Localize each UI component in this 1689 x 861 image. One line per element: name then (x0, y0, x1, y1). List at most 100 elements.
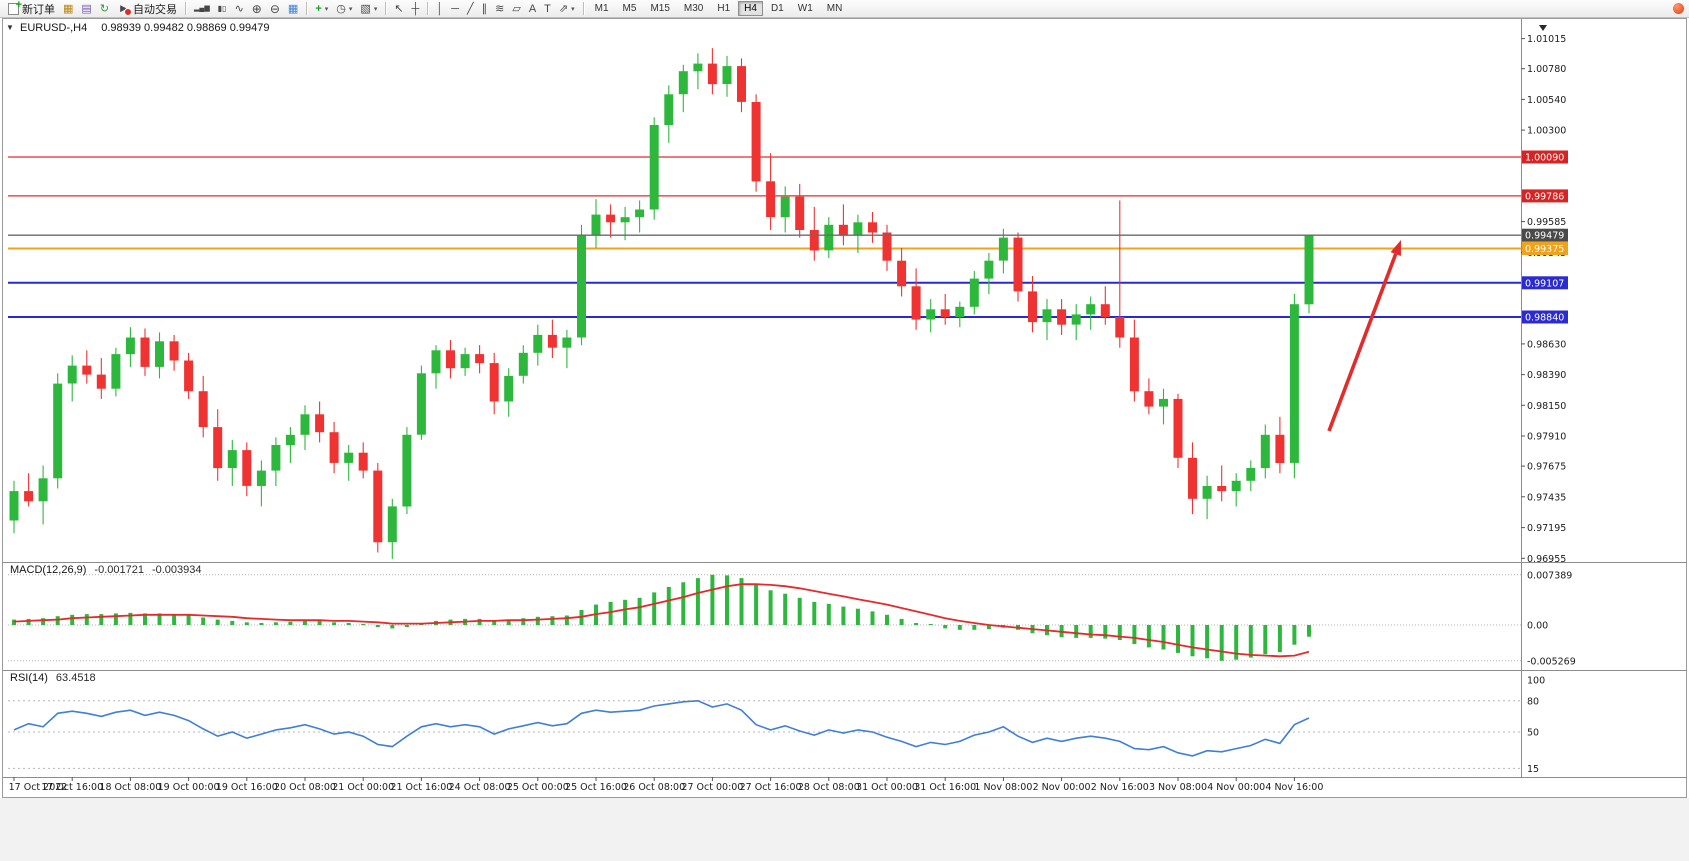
toolbar-separator (306, 2, 308, 15)
timeframe-m1-button[interactable]: M1 (594, 3, 609, 14)
candle (635, 209, 645, 218)
candle (271, 445, 281, 471)
candle (707, 63, 717, 85)
candle (518, 352, 528, 376)
price-axis[interactable]: 1.01015 1.00780 1.00540 1.00300 0.99585 0.993… (1521, 34, 1568, 565)
timeframe-m5-button[interactable]: M5 (622, 3, 637, 14)
shapes-button[interactable]: ▱ (509, 1, 523, 17)
svg-text:1.00090: 1.00090 (1525, 153, 1564, 164)
timeframe-d1-button[interactable]: D1 (770, 3, 784, 14)
candles-layer[interactable] (9, 48, 1314, 559)
text-button[interactable]: A (526, 1, 539, 17)
svg-text:20 Oct 08:00: 20 Oct 08:00 (274, 782, 336, 793)
bar-chart-button[interactable]: ▂▄▆ (191, 1, 213, 17)
fibonacci-button[interactable]: ≋ (492, 1, 507, 17)
candlestick-chart-icon: ▮▯ (217, 3, 227, 13)
candle (722, 66, 732, 84)
candle (1071, 314, 1081, 325)
one-click-trading-button[interactable]: ▼ (6, 23, 14, 32)
price-badge (1522, 276, 1568, 290)
candle (1115, 317, 1125, 338)
indicators-button[interactable]: + ▾ (312, 1, 331, 17)
candle (24, 491, 34, 502)
candle (969, 278, 979, 307)
rsi-line (13, 699, 1310, 757)
templates-icon: ▧ (360, 2, 371, 15)
trendline-icon: ╱ (467, 2, 474, 15)
toolbar-separator (427, 2, 429, 15)
line-chart-button[interactable]: ∿ (232, 1, 247, 17)
arrows-button[interactable]: ⇗ ▾ (556, 1, 578, 17)
candle (926, 309, 936, 320)
macd-main-value: -0.001721 (94, 564, 144, 576)
horizontal-lines[interactable] (8, 156, 1521, 318)
timeframe-m15-button[interactable]: M15 (650, 3, 670, 14)
crosshair-button[interactable]: ┼ (409, 1, 423, 17)
zoom-in-button[interactable]: ⊕ (249, 1, 265, 17)
timeframe-m30-button[interactable]: M30 (683, 3, 704, 14)
autotrading-button[interactable]: ▶ 自动交易 (114, 1, 180, 17)
svg-text:31 Oct 16:00: 31 Oct 16:00 (914, 782, 976, 793)
candle (111, 354, 121, 389)
candle (460, 354, 470, 369)
tile-windows-button[interactable]: ▦ (285, 1, 301, 17)
channel-icon: ∥ (481, 2, 488, 15)
candle (9, 491, 19, 521)
new-chart-button[interactable]: ▦ (60, 1, 76, 17)
candle (387, 506, 397, 543)
svg-text:27 Oct 16:00: 27 Oct 16:00 (740, 782, 802, 793)
periods-button[interactable]: ◷ ▾ (333, 1, 355, 17)
timeframe-w1-button[interactable]: W1 (797, 3, 813, 14)
scroll-marker-icon[interactable] (1539, 25, 1547, 31)
horizontal-line-button[interactable]: ─ (448, 1, 462, 17)
profiles-button[interactable]: ▤ (78, 1, 94, 17)
price-badge (1522, 150, 1568, 164)
candle (82, 365, 92, 375)
templates-button[interactable]: ▧ ▾ (357, 1, 380, 17)
candle (227, 450, 237, 468)
ohlc-values: 0.98939 0.99482 0.98869 0.99479 (101, 22, 270, 34)
candle (431, 350, 441, 374)
candle (606, 214, 616, 223)
refresh-button[interactable]: ↻ (97, 1, 112, 17)
candle (1275, 434, 1285, 463)
channel-button[interactable]: ∥ (479, 1, 491, 17)
refresh-icon: ↻ (99, 2, 110, 15)
crosshair-icon: ┼ (411, 2, 420, 15)
cursor-button[interactable]: ↖ (391, 1, 406, 17)
candle (577, 235, 586, 338)
vertical-line-icon: │ (436, 2, 444, 15)
svg-text:0.99786: 0.99786 (1525, 191, 1564, 202)
timeframe-mn-button[interactable]: MN (826, 3, 843, 14)
toolbar: 新订单▦▤↻▶自动交易▂▄▆▮▯∿⊕⊖▦+▾◷▾▧▾↖┼│─╱∥≋▱AT⇗▾M1… (0, 0, 1689, 18)
candle (140, 337, 150, 367)
candle (344, 452, 354, 463)
svg-text:3 Nov 08:00: 3 Nov 08:00 (1149, 782, 1207, 793)
candlestick-chart-button[interactable]: ▮▯ (215, 1, 230, 17)
new-order-button[interactable]: 新订单 (5, 0, 58, 17)
chart-background[interactable] (0, 18, 1689, 798)
timeframe-h1-button[interactable]: H1 (717, 3, 731, 14)
symbol-period-label: EURUSD-,H4 (20, 22, 88, 34)
trend-arrow[interactable] (1327, 240, 1401, 432)
candle (489, 363, 499, 402)
timeframe-h4-button[interactable]: H4 (738, 1, 763, 16)
trendline-button[interactable]: ╱ (464, 1, 477, 17)
candle (504, 375, 514, 402)
candle (533, 334, 543, 353)
svg-text:21 Oct 00:00: 21 Oct 00:00 (332, 782, 394, 793)
zoom-out-button[interactable]: ⊖ (267, 1, 283, 17)
svg-text:0.97675: 0.97675 (1527, 462, 1566, 473)
new-order-icon (8, 0, 22, 15)
svg-text:2 Nov 16:00: 2 Nov 16:00 (1091, 782, 1149, 793)
candle (1231, 480, 1241, 491)
svg-text:0.98630: 0.98630 (1527, 339, 1566, 350)
text-label-button[interactable]: T (541, 1, 554, 17)
vertical-line-button[interactable]: │ (433, 1, 446, 17)
candle (693, 63, 703, 72)
candle (737, 66, 746, 102)
chart-canvas[interactable]: 1.01015 1.00780 1.00540 1.00300 0.99585 0.993… (0, 18, 1689, 861)
candle (853, 222, 863, 236)
notification-icon[interactable] (1673, 3, 1684, 14)
